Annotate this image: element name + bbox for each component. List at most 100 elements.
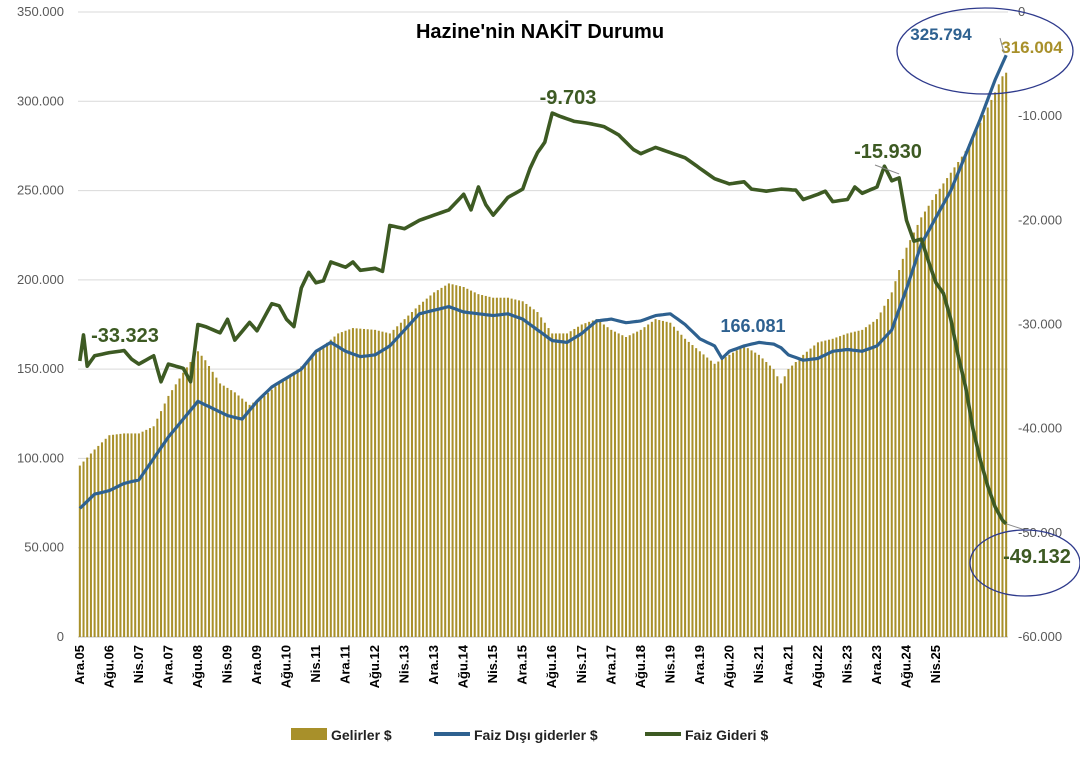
gelirler-bar: [145, 429, 148, 637]
gelirler-bar: [558, 333, 561, 637]
gelirler-bar: [167, 395, 170, 637]
gelirler-bar: [366, 329, 369, 637]
gelirler-bar: [185, 367, 188, 637]
gelirler-bar: [466, 288, 469, 637]
gelirler-bar: [772, 369, 775, 637]
gelirler-bar: [407, 315, 410, 637]
gelirler-bar: [879, 312, 882, 637]
gelirler-bar: [374, 329, 377, 637]
gelirler-bar: [757, 354, 760, 637]
gelirler-bar: [525, 303, 528, 637]
gelirler-bar: [97, 445, 100, 637]
gelirler-bar: [665, 321, 668, 637]
gelirler-bar: [1005, 72, 1008, 637]
left-axis: 0 50.000 100.000 150.000 200.000 250.000 300.0…: [17, 4, 64, 644]
gelirler-bar: [425, 298, 428, 637]
gelirler-bar: [333, 336, 336, 637]
gelirler-bar: [887, 299, 890, 637]
x-tick-label: Nis.19: [662, 645, 677, 683]
gelirler-bar: [78, 465, 81, 637]
gelirler-bar: [606, 327, 609, 637]
gelirler-bar: [495, 297, 498, 637]
gelirler-bar: [927, 205, 930, 637]
gelirler-bar: [517, 300, 521, 637]
x-tick-label: Ağu.12: [367, 645, 382, 688]
gelirler-bar: [233, 392, 236, 637]
gelirler-bar: [86, 457, 89, 637]
gelirler-bar: [938, 188, 941, 638]
gelirler-bar: [577, 326, 580, 637]
gelirler-bar: [444, 285, 447, 637]
gelirler-bar: [931, 199, 934, 638]
gelirler-bar: [975, 129, 978, 637]
gelirler-bar: [230, 390, 233, 637]
gelirler-bar: [573, 328, 576, 637]
left-tick-label: 100.000: [17, 450, 64, 465]
gelirler-bar: [204, 360, 207, 637]
gelirler-bar: [875, 319, 879, 637]
x-tick-label: Ara.07: [160, 645, 175, 685]
gelirler-bar: [163, 403, 166, 637]
data-label: 316.004: [1001, 38, 1063, 57]
gelirler-bar: [211, 371, 214, 637]
gelirler-bar: [853, 331, 856, 637]
x-tick-label: Ağu.08: [190, 645, 205, 688]
gelirler-bar: [898, 270, 901, 637]
gelirler-bar: [532, 309, 535, 637]
gelirler-bar: [340, 332, 343, 637]
gelirler-bar: [732, 352, 735, 637]
gelirler-bar: [750, 350, 753, 637]
gelirler-bar: [787, 369, 790, 637]
gelirler-bar: [307, 360, 310, 637]
gelirler-bar: [997, 84, 1000, 638]
gelirler-bar: [610, 329, 613, 637]
gelirler-bar: [735, 350, 738, 637]
gelirler-bar: [189, 362, 192, 637]
gelirler-bar: [289, 375, 292, 637]
legend-faiz-disi: Faiz Dışı giderler $: [474, 727, 598, 743]
gelirler-bar: [709, 360, 712, 637]
gelirler-bar: [351, 328, 354, 637]
gelirler-bar: [130, 433, 133, 637]
gelirler-bar: [953, 167, 956, 637]
gelirler-bar: [783, 376, 786, 637]
gelirler-bar: [503, 297, 506, 637]
gelirler-bar: [237, 395, 240, 637]
gelirler-bar: [850, 332, 853, 637]
legend: Gelirler $ Faiz Dışı giderler $ Faiz Gid…: [291, 727, 768, 743]
gelirler-bar: [698, 351, 701, 637]
gelirler-bar: [912, 232, 915, 638]
gelirler-bar: [569, 331, 572, 637]
gelirler-bar: [739, 348, 742, 637]
gelirler-bar: [994, 92, 997, 638]
gelirler-bar: [643, 327, 646, 637]
gelirler-bar: [152, 426, 155, 637]
gelirler-bar: [905, 247, 908, 637]
gelirler-bar: [100, 442, 104, 637]
x-tick-label: Nis.11: [308, 645, 323, 683]
gelirler-bar: [672, 326, 676, 637]
gelirler-bar: [255, 400, 259, 637]
gelirler-bar: [126, 433, 129, 637]
gelirler-bar: [392, 329, 395, 637]
gelirler-bar: [82, 461, 85, 637]
gelirler-bar: [93, 449, 96, 637]
x-tick-label: Ağu.16: [544, 645, 559, 688]
gelirler-bar: [916, 224, 919, 638]
gelirler-bar: [650, 321, 653, 637]
gelirler-bar: [226, 387, 229, 637]
gelirler-bar: [370, 329, 373, 637]
gelirler-bar: [119, 433, 122, 637]
gelirler-bar: [920, 217, 923, 637]
gelirler-bar: [410, 312, 414, 637]
gelirler-bar: [813, 345, 816, 637]
gelirler-bar: [580, 324, 583, 637]
gelirler-bar: [536, 312, 539, 637]
leader-line: [999, 37, 1005, 54]
right-tick-label: -30.000: [1018, 317, 1062, 332]
left-tick-label: 50.000: [24, 540, 64, 555]
gelirler-bar: [636, 331, 639, 637]
gelirler-bar: [123, 433, 126, 637]
gelirler-bar: [455, 285, 458, 637]
gelirler-bar: [599, 321, 602, 637]
